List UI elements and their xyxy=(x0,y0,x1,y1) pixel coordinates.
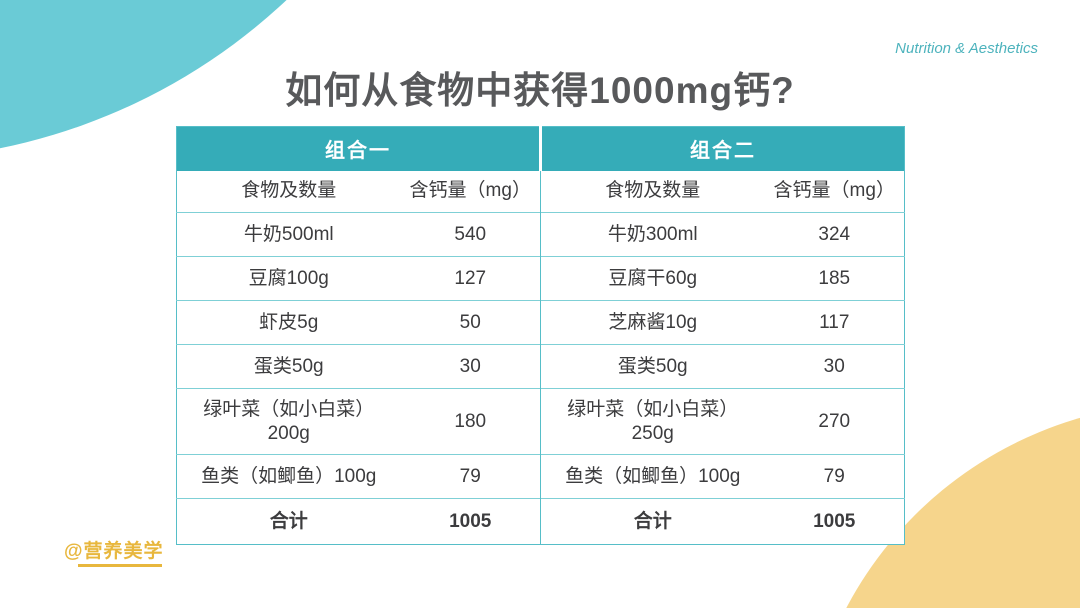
value-cell: 185 xyxy=(764,256,905,301)
food-cell: 虾皮5g xyxy=(176,300,401,345)
total-row: 合计 1005 合计 1005 xyxy=(176,498,905,545)
value-cell: 79 xyxy=(764,454,905,499)
value-cell: 324 xyxy=(764,212,905,257)
value-cell: 50 xyxy=(400,300,541,345)
column-header-row: 食物及数量 含钙量（mg） 食物及数量 含钙量（mg） xyxy=(177,170,905,213)
group-header-row: 组合一 组合二 xyxy=(176,126,905,171)
value-cell: 117 xyxy=(764,300,905,345)
table-row: 绿叶菜（如小白菜） 200g 180 绿叶菜（如小白菜） 250g 270 xyxy=(176,388,905,455)
food-cell: 芝麻酱10g xyxy=(540,300,765,345)
column-header-food: 食物及数量 xyxy=(540,170,765,213)
food-cell: 绿叶菜（如小白菜） 200g xyxy=(176,388,401,455)
column-header-calcium: 含钙量（mg） xyxy=(409,180,531,202)
food-cell: 牛奶500ml xyxy=(176,212,401,257)
food-cell: 鱼类（如鲫鱼）100g xyxy=(540,454,765,499)
value-cell: 127 xyxy=(400,256,541,301)
value-cell: 540 xyxy=(400,212,541,257)
group-header-combo2: 组合二 xyxy=(539,126,905,171)
watermark: @营养美学 xyxy=(64,541,164,562)
food-cell: 豆腐100g xyxy=(176,256,401,301)
food-cell: 合计 xyxy=(176,498,401,545)
value-cell: 79 xyxy=(400,454,541,499)
table-row: 牛奶500ml 540 牛奶300ml 324 xyxy=(176,212,905,257)
table-body: 牛奶500ml 540 牛奶300ml 324 豆腐100g 127 豆腐干60g 185 虾皮… xyxy=(176,212,905,545)
value-cell: 1005 xyxy=(400,498,541,545)
watermark-underline xyxy=(78,564,162,567)
value-cell: 30 xyxy=(764,344,905,389)
column-header-calcium: 含钙量（mg） xyxy=(773,180,895,202)
value-cell: 270 xyxy=(764,388,905,455)
value-cell: 180 xyxy=(400,388,541,455)
group-header-combo1: 组合一 xyxy=(176,126,541,171)
food-cell: 鱼类（如鲫鱼）100g xyxy=(176,454,401,499)
food-cell: 蛋类50g xyxy=(176,344,401,389)
table-row: 虾皮5g 50 芝麻酱10g 117 xyxy=(176,300,905,345)
column-header-food: 食物及数量 xyxy=(241,180,337,202)
table-row: 豆腐100g 127 豆腐干60g 185 xyxy=(176,256,905,301)
food-cell: 绿叶菜（如小白菜） 250g xyxy=(540,388,765,455)
table-row: 蛋类50g 30 蛋类50g 30 xyxy=(176,344,905,389)
food-cell: 蛋类50g xyxy=(540,344,765,389)
table-row: 鱼类（如鲫鱼）100g 79 鱼类（如鲫鱼）100g 79 xyxy=(176,454,905,499)
food-cell: 牛奶300ml xyxy=(540,212,765,257)
calcium-table: 组合一 组合二 食物及数量 含钙量（mg） 食物及数量 含钙量（mg） 牛奶50… xyxy=(176,126,905,545)
brand-text: Nutrition & Aesthetics xyxy=(895,40,1038,57)
page-title: 如何从食物中获得1000mg钙? xyxy=(285,70,795,111)
food-cell: 合计 xyxy=(540,498,765,545)
food-cell: 豆腐干60g xyxy=(540,256,765,301)
value-cell: 30 xyxy=(400,344,541,389)
value-cell: 1005 xyxy=(764,498,905,545)
